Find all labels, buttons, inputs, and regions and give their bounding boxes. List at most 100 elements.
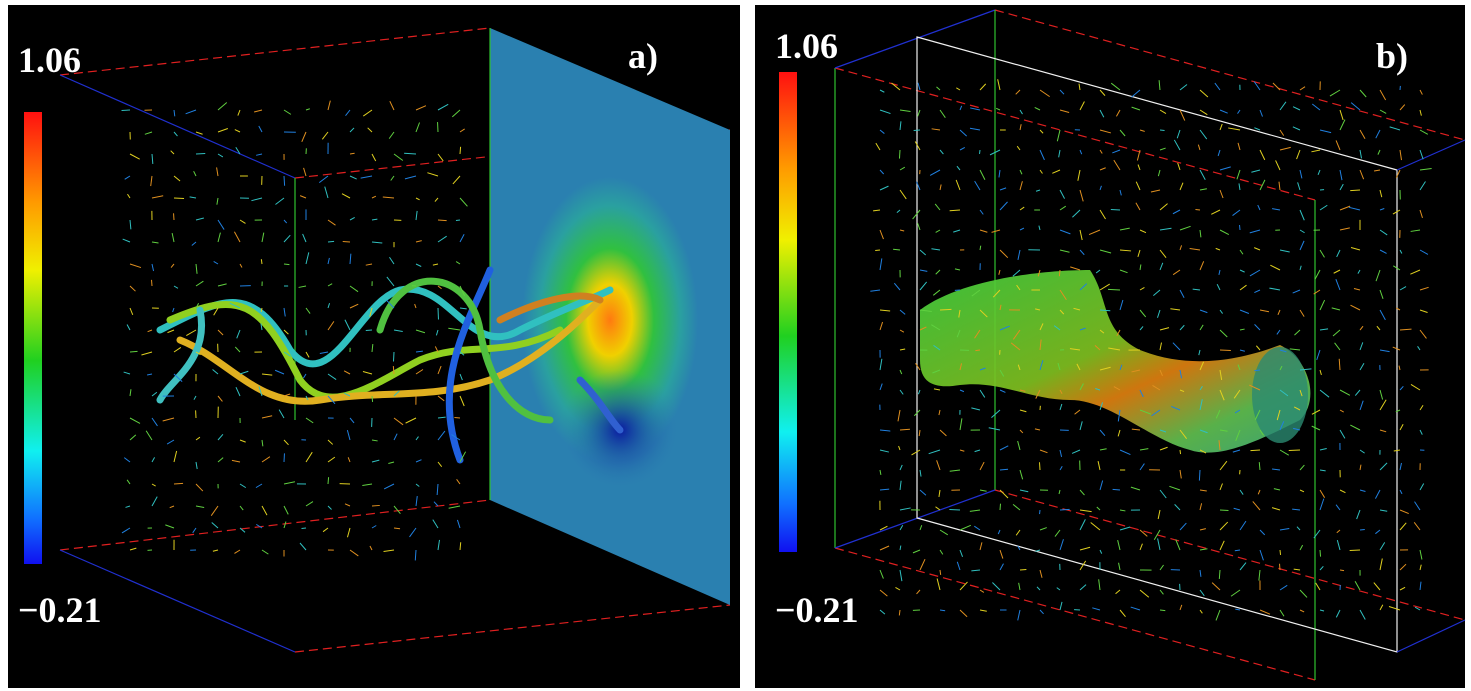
- vector-arrow: [305, 108, 310, 111]
- vector-arrow: [432, 263, 439, 266]
- vector-arrow: [1171, 405, 1181, 411]
- vector-arrow: [1054, 529, 1061, 537]
- colorbar-min: −0.21: [18, 590, 102, 630]
- vector-arrow: [415, 122, 421, 133]
- vector-arrow: [879, 309, 891, 312]
- vector-arrow: [933, 344, 941, 351]
- vector-arrow: [189, 196, 197, 199]
- vector-arrow: [415, 483, 420, 487]
- vector-arrow: [363, 109, 373, 117]
- vector-arrow: [451, 434, 461, 441]
- vector-arrow: [1012, 269, 1021, 277]
- vector-arrow: [261, 415, 273, 419]
- vector-arrow: [999, 489, 1009, 499]
- vector-arrow: [261, 232, 265, 243]
- vector-arrow: [173, 285, 179, 289]
- vector-arrow: [318, 175, 329, 184]
- vector-arrow: [979, 389, 986, 398]
- vector-arrow: [256, 153, 263, 156]
- vector-arrow: [274, 369, 285, 375]
- vector-arrow: [283, 481, 296, 485]
- vector-arrow: [327, 439, 334, 445]
- vector-arrow: [1139, 543, 1143, 551]
- vector-arrow: [1039, 360, 1044, 371]
- vector-arrow: [386, 276, 395, 287]
- vector-arrow: [1319, 549, 1322, 557]
- vector-arrow: [193, 170, 197, 177]
- vector-arrow: [899, 329, 905, 333]
- vector-arrow: [1359, 400, 1364, 411]
- vector-arrow: [1333, 269, 1341, 274]
- vector-arrow: [1269, 287, 1281, 291]
- vector-arrow: [1158, 80, 1161, 91]
- vector-arrow: [1079, 489, 1085, 496]
- vector-arrow: [1179, 429, 1187, 439]
- vector-arrow: [239, 527, 246, 533]
- vector-arrow: [1236, 169, 1241, 180]
- vector-arrow: [1199, 89, 1209, 98]
- vector-arrow: [327, 240, 335, 243]
- vector-arrow: [173, 450, 178, 463]
- vector-arrow: [974, 525, 981, 531]
- vector-arrow: [1099, 549, 1103, 554]
- vector-arrow: [879, 488, 890, 491]
- vector-arrow: [939, 308, 952, 311]
- vector-arrow: [1228, 127, 1241, 131]
- vector-arrow: [369, 545, 373, 551]
- vector-arrow: [1117, 429, 1121, 437]
- vector-arrow: [938, 409, 941, 416]
- vector-arrow: [261, 549, 269, 555]
- vector-arrow: [933, 388, 941, 391]
- vector-arrow: [1219, 483, 1223, 491]
- vector-arrow: [1319, 129, 1332, 134]
- vector-arrow: [1139, 463, 1145, 471]
- vector-arrow: [1176, 129, 1181, 139]
- vector-arrow: [459, 146, 462, 155]
- vector-arrow: [151, 391, 158, 397]
- vector-arrow: [231, 459, 241, 463]
- vector-arrow: [459, 234, 465, 243]
- vector-arrow: [1230, 589, 1241, 597]
- vector-arrow: [1199, 109, 1208, 116]
- vector-arrow: [1197, 144, 1201, 151]
- vector-arrow: [1379, 109, 1387, 114]
- vector-arrow: [979, 589, 985, 593]
- vector-arrow: [415, 105, 427, 111]
- vector-arrow: [1350, 247, 1361, 251]
- vector-arrow: [459, 351, 465, 356]
- vector-arrow: [1339, 409, 1344, 413]
- vector-arrow: [1392, 209, 1401, 215]
- vector-arrow: [1339, 205, 1351, 211]
- vector-arrow: [1157, 169, 1161, 177]
- vector-arrow: [1039, 569, 1043, 578]
- vector-arrow: [958, 309, 961, 318]
- vector-arrow: [931, 324, 941, 331]
- vector-arrow: [1039, 339, 1042, 351]
- vector-arrow: [1139, 589, 1150, 598]
- vector-arrow: [283, 521, 287, 529]
- vector-arrow: [349, 417, 355, 424]
- vector-arrow: [1393, 265, 1401, 271]
- vector-arrow: [1170, 308, 1181, 311]
- vector-arrow: [404, 175, 417, 180]
- vector-arrow: [1018, 582, 1021, 591]
- vector-arrow: [939, 149, 944, 155]
- colorbar-max: 1.06: [18, 40, 81, 80]
- vector-arrow: [1319, 498, 1325, 511]
- vector-arrow: [1249, 229, 1261, 234]
- vector-arrow: [1359, 363, 1365, 371]
- vector-arrow: [186, 329, 197, 336]
- vector-arrow: [1293, 406, 1301, 411]
- vector-arrow: [1359, 449, 1365, 454]
- vector-arrow: [979, 83, 987, 91]
- vector-arrow: [1419, 581, 1422, 591]
- vector-arrow: [1059, 205, 1067, 211]
- vector-arrow: [434, 197, 439, 202]
- vector-arrow: [1354, 581, 1361, 591]
- vector-arrow: [129, 434, 137, 441]
- vector-arrow: [1159, 147, 1166, 151]
- vector-arrow: [1039, 462, 1041, 471]
- vector-arrow: [1339, 569, 1345, 572]
- vector-arrow: [1277, 309, 1281, 316]
- vector-arrow: [1173, 139, 1181, 151]
